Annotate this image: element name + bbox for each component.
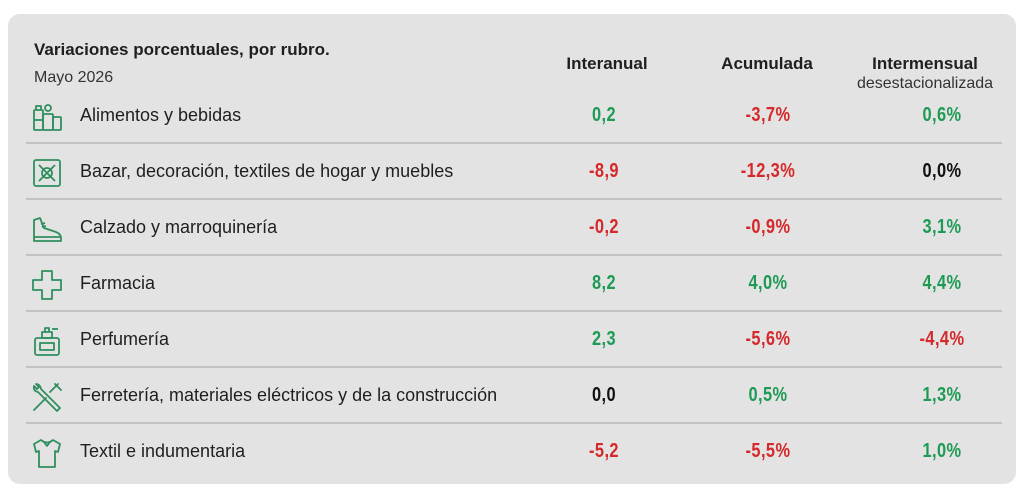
table-row: Farmacia 8,2 4,0% 4,4% bbox=[26, 256, 1002, 312]
acumulada-value: -5,6% bbox=[745, 328, 791, 350]
column-header-label: Intermensual bbox=[872, 54, 978, 73]
row-label: Textil e indumentaria bbox=[80, 441, 246, 461]
table-row: Bazar, decoración, textiles de hogar y m… bbox=[26, 144, 1002, 200]
interanual-value: -5,2 bbox=[589, 440, 619, 462]
row-label: Perfumería bbox=[80, 329, 170, 349]
intermensual-value: 1,3% bbox=[922, 384, 962, 406]
column-header-label: Interanual bbox=[566, 54, 648, 73]
acumulada-value: 4,0% bbox=[748, 272, 788, 294]
column-header-interanual: Interanual bbox=[548, 54, 666, 74]
table-title: Variaciones porcentuales, por rubro. bbox=[34, 40, 330, 59]
acumulada-value: 0,5% bbox=[748, 384, 788, 406]
intermensual-value: 0,0% bbox=[922, 160, 962, 182]
row-divider bbox=[26, 366, 1002, 368]
column-header-label: Acumulada bbox=[721, 54, 813, 73]
row-divider bbox=[26, 254, 1002, 256]
shoe-icon bbox=[30, 212, 64, 246]
row-label: Bazar, decoración, textiles de hogar y m… bbox=[80, 161, 454, 181]
column-header-intermensual: Intermensual desestacionalizada bbox=[836, 54, 1014, 93]
row-label: Alimentos y bebidas bbox=[80, 105, 242, 125]
pharmacy-cross-icon bbox=[30, 268, 64, 302]
intermensual-value: -4,4% bbox=[919, 328, 965, 350]
row-label: Ferretería, materiales eléctricos y de l… bbox=[80, 385, 498, 405]
table-row: Calzado y marroquinería -0,2 -0,9% 3,1% bbox=[26, 200, 1002, 256]
row-label: Farmacia bbox=[80, 273, 156, 293]
interanual-value: 0,2 bbox=[591, 104, 617, 126]
row-divider bbox=[26, 310, 1002, 312]
row-divider bbox=[26, 198, 1002, 200]
acumulada-value: -12,3% bbox=[740, 160, 796, 182]
interanual-value: 0,0 bbox=[591, 384, 617, 406]
interanual-value: 8,2 bbox=[591, 272, 617, 294]
table-row: Ferretería, materiales eléctricos y de l… bbox=[26, 368, 1002, 424]
home-goods-icon bbox=[30, 156, 64, 190]
table-row: Alimentos y bebidas 0,2 -3,7% 0,6% bbox=[26, 88, 1002, 144]
table-card: Variaciones porcentuales, por rubro. May… bbox=[8, 14, 1016, 484]
interanual-value: -0,2 bbox=[589, 216, 619, 238]
intermensual-value: 1,0% bbox=[922, 440, 962, 462]
table-row: Perfumería 2,3 -5,6% -4,4% bbox=[26, 312, 1002, 368]
tools-icon bbox=[30, 380, 64, 414]
acumulada-value: -5,5% bbox=[745, 440, 791, 462]
table-row: Textil e indumentaria -5,2 -5,5% 1,0% bbox=[26, 424, 1002, 480]
acumulada-value: -3,7% bbox=[745, 104, 791, 126]
groceries-icon bbox=[30, 100, 64, 134]
interanual-value: -8,9 bbox=[589, 160, 619, 182]
intermensual-value: 3,1% bbox=[922, 216, 962, 238]
acumulada-value: -0,9% bbox=[745, 216, 791, 238]
interanual-value: 2,3 bbox=[591, 328, 617, 350]
column-header-sublabel: desestacionalizada bbox=[856, 75, 994, 92]
intermensual-value: 0,6% bbox=[922, 104, 962, 126]
table-subtitle: Mayo 2026 bbox=[34, 69, 114, 86]
perfume-icon bbox=[30, 324, 64, 358]
shirt-icon bbox=[30, 436, 64, 470]
row-divider bbox=[26, 422, 1002, 424]
row-label: Calzado y marroquinería bbox=[80, 217, 278, 237]
column-header-acumulada: Acumulada bbox=[704, 54, 830, 74]
intermensual-value: 4,4% bbox=[922, 272, 962, 294]
row-divider bbox=[26, 142, 1002, 144]
